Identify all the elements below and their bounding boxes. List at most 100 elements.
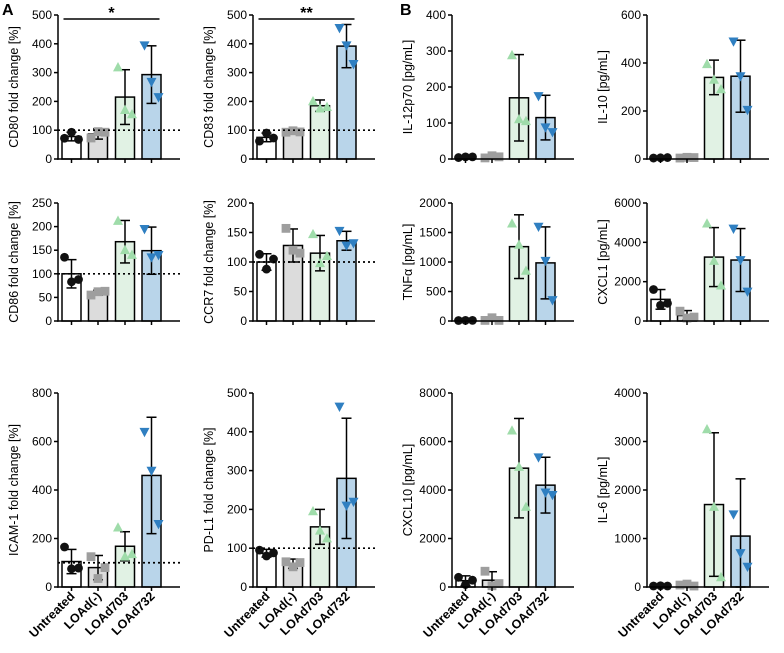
cd83-y-tick-label-4: 400 — [227, 37, 247, 51]
ccr7-point-2-0 — [308, 228, 318, 239]
il6-point-1-0 — [675, 580, 685, 590]
chart-cd80: CD80 fold change [%] 0 100 200 300 400 500 * — [7, 5, 180, 166]
il6-point-2-0 — [702, 423, 712, 434]
cxcl1-point-3-0 — [728, 224, 739, 234]
cd83-point-2-2 — [322, 101, 332, 112]
ccr7-y-tick-label-1: 50 — [234, 285, 248, 299]
il12p70-y-tick-label-3: 300 — [426, 44, 446, 58]
cd83-significance-label-0: ** — [300, 5, 313, 22]
cd80-y-tick-label-3: 300 — [32, 66, 52, 80]
cxcl10-y-axis-title: CXCL10 [pg/mL] — [401, 444, 415, 536]
cxcl1-y-tick-label-3: 6000 — [614, 196, 641, 210]
il10-point-1-0 — [675, 153, 685, 163]
icam1-point-0-2 — [74, 563, 83, 573]
tnfa-y-axis-title: TNFα [pg/mL] — [401, 224, 415, 301]
il12p70-point-2-2 — [521, 115, 531, 126]
il10-point-3-2 — [742, 105, 753, 116]
cxcl1-point-0-0 — [649, 285, 658, 294]
il12p70-point-3-2 — [547, 128, 558, 138]
cd83-y-tick-label-5: 500 — [227, 8, 247, 22]
icam1-point-1-1 — [93, 574, 103, 583]
tnfa-point-2-1 — [514, 239, 524, 249]
cd83-point-1-2 — [295, 127, 305, 137]
cd80-point-3-1 — [146, 77, 157, 88]
cd80-y-tick-label-0: 0 — [45, 152, 52, 166]
tnfa-point-2-0 — [507, 218, 517, 228]
cd83-point-0-2 — [269, 133, 278, 143]
cxcl1-point-2-1 — [709, 255, 719, 265]
chart-icam1: ICAM-1 fold change [%]0200400600800Untre… — [7, 386, 180, 640]
il6-y-tick-label-3: 3000 — [614, 435, 641, 449]
chart-il10: IL-10 [pg/mL] 0 200 400 600 — [596, 8, 769, 166]
ccr7-point-1-1 — [288, 245, 298, 255]
cd86-point-0-0 — [60, 252, 69, 262]
il6-point-0-0 — [649, 581, 658, 591]
pdl1-point-0-2 — [269, 548, 278, 558]
ccr7-point-1-0 — [281, 223, 291, 233]
il6-y-tick-label-0: 0 — [634, 580, 641, 594]
cd80-point-1-2 — [100, 127, 110, 137]
cd86-y-tick-label-3: 150 — [32, 243, 52, 257]
cd80-significance-label-0: * — [108, 5, 115, 22]
il6-point-3-0 — [728, 510, 739, 520]
tnfa-point-3-1 — [540, 256, 551, 267]
pdl1-y-tick-label-1: 100 — [227, 541, 247, 555]
chart-il6: IL-6 [pg/mL]01000200030004000UntreatedLO… — [596, 386, 769, 640]
panel-label-b: B — [400, 2, 412, 19]
cd86-point-1-1 — [93, 287, 103, 297]
cd80-y-tick-label-1: 100 — [32, 123, 52, 137]
chart-tnfa: TNFα [pg/mL] 0 500 1000 1500 2000 — [401, 196, 574, 328]
il10-point-1-2 — [689, 153, 699, 162]
cxcl10-point-3-0 — [533, 453, 544, 463]
pdl1-point-3-2 — [348, 497, 359, 508]
ccr7-point-2-2 — [322, 250, 332, 260]
tnfa-point-2-2 — [521, 265, 531, 275]
icam1-y-tick-label-2: 400 — [32, 483, 52, 497]
cd86-point-0-2 — [74, 275, 83, 284]
tnfa-y-tick-label-2: 1000 — [419, 255, 446, 269]
cxcl10-point-1-2 — [494, 579, 504, 589]
cxcl1-point-2-0 — [702, 218, 712, 228]
icam1-point-0-0 — [60, 542, 69, 552]
cxcl10-point-3-1 — [540, 488, 551, 498]
cd83-point-3-0 — [334, 24, 345, 34]
il6-y-tick-label-1: 1000 — [614, 532, 641, 546]
cxcl10-y-tick-label-4: 8000 — [419, 386, 446, 400]
cd86-y-tick-label-0: 0 — [45, 314, 52, 328]
cxcl10-y-tick-label-1: 2000 — [419, 532, 446, 546]
tnfa-point-1-1 — [487, 313, 497, 323]
cxcl10-y-tick-label-3: 6000 — [419, 435, 446, 449]
tnfa-y-tick-label-3: 1500 — [419, 226, 446, 240]
cd80-y-tick-label-5: 500 — [32, 8, 52, 22]
il6-y-tick-label-2: 2000 — [614, 483, 641, 497]
ccr7-point-0-0 — [255, 249, 264, 259]
cd86-y-tick-label-4: 200 — [32, 220, 52, 234]
icam1-y-tick-label-4: 800 — [32, 386, 52, 400]
chart-pdl1: PD-L1 fold change [%]0100200300400500Unt… — [202, 386, 375, 640]
pdl1-point-3-0 — [334, 402, 345, 412]
cxcl1-point-1-1 — [682, 313, 692, 323]
pdl1-point-3-1 — [341, 501, 352, 511]
il10-y-tick-label-0: 0 — [634, 152, 641, 166]
cd83-bar-2 — [309, 104, 331, 160]
cxcl1-y-axis-title: CXCL1 [pg/mL] — [596, 219, 610, 304]
cd80-point-2-0 — [113, 62, 123, 72]
il10-point-0-2 — [663, 153, 672, 162]
il10-point-2-0 — [702, 58, 712, 69]
tnfa-point-3-2 — [547, 296, 558, 306]
pdl1-y-tick-label-2: 200 — [227, 502, 247, 516]
il10-point-0-1 — [656, 153, 665, 163]
il10-point-2-2 — [716, 84, 726, 94]
cxcl1-y-tick-label-0: 0 — [634, 314, 641, 328]
pdl1-point-2-2 — [322, 533, 332, 543]
cxcl1-point-0-2 — [663, 298, 672, 308]
icam1-point-3-1 — [146, 466, 157, 476]
cxcl10-point-2-2 — [521, 501, 531, 511]
il12p70-point-2-1 — [514, 114, 524, 124]
il10-point-3-0 — [728, 37, 739, 47]
cd83-point-1-0 — [281, 127, 291, 137]
chart-ccr7: CCR7 fold change [%] 0 50 100 150 200 — [202, 196, 375, 328]
il12p70-y-tick-label-4: 400 — [426, 8, 446, 22]
cxcl1-point-2-2 — [716, 280, 726, 290]
